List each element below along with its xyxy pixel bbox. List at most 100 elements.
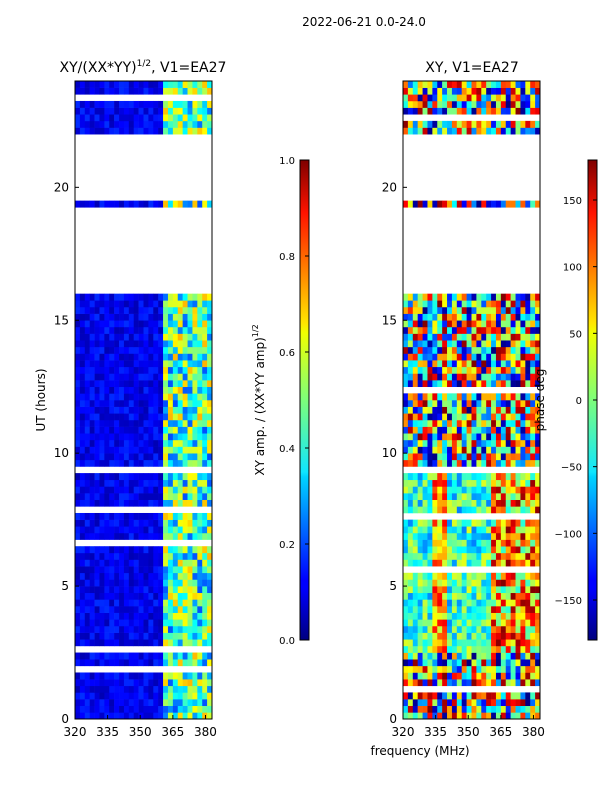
- heatmap-cell: [520, 672, 526, 680]
- heatmap-cell: [422, 672, 428, 680]
- heatmap-cell: [99, 419, 105, 427]
- heatmap-cell: [167, 366, 174, 374]
- heatmap-cell: [437, 340, 443, 348]
- heatmap-cell: [432, 200, 438, 208]
- heatmap-cell: [495, 579, 502, 587]
- heatmap-cell: [143, 306, 149, 314]
- heatmap-cell: [109, 293, 115, 301]
- heatmap-cell: [138, 87, 144, 95]
- heatmap-cell: [187, 306, 193, 314]
- heatmap-cell: [515, 519, 521, 527]
- heatmap-cell: [167, 313, 174, 321]
- heatmap-cell: [515, 433, 521, 441]
- heatmap-cell: [192, 81, 198, 88]
- heatmap-cell: [158, 699, 164, 707]
- heatmap-cell: [158, 114, 164, 122]
- heatmap-cell: [158, 413, 164, 421]
- heatmap-cell: [456, 612, 463, 620]
- heatmap-cell: [515, 479, 521, 487]
- heatmap-cell: [466, 380, 472, 388]
- heatmap-cell: [476, 94, 482, 102]
- heatmap-cell: [138, 705, 144, 713]
- heatmap-cell: [422, 526, 428, 534]
- heatmap-cell: [163, 366, 169, 374]
- heatmap-cell: [158, 625, 164, 633]
- heatmap-cell: [525, 459, 531, 467]
- heatmap-cell: [403, 559, 409, 567]
- heatmap-cell: [79, 120, 86, 128]
- heatmap-cell: [447, 546, 453, 554]
- heatmap-cell: [109, 393, 115, 401]
- heatmap-cell: [133, 692, 139, 700]
- heatmap-cell: [530, 120, 536, 128]
- heatmap-cell: [476, 107, 482, 115]
- heatmap-cell: [99, 313, 105, 321]
- heatmap-cell: [99, 699, 105, 707]
- heatmap-cell: [114, 306, 120, 314]
- heatmap-cell: [177, 313, 183, 321]
- heatmap-cell: [432, 665, 438, 673]
- heatmap-cell: [119, 320, 125, 328]
- heatmap-cell: [437, 300, 443, 308]
- heatmap-cell: [158, 300, 164, 308]
- heatmap-cell: [520, 426, 526, 434]
- heatmap-cell: [466, 539, 472, 547]
- heatmap-cell: [114, 200, 120, 208]
- heatmap-cell: [94, 552, 100, 560]
- heatmap-cell: [476, 400, 482, 407]
- heatmap-cell: [476, 439, 482, 447]
- heatmap-cell: [481, 625, 487, 633]
- heatmap-cell: [123, 87, 130, 95]
- heatmap-cell: [500, 94, 507, 102]
- heatmap-cell: [476, 127, 482, 135]
- heatmap-cell: [128, 599, 135, 607]
- heatmap-cell: [535, 705, 541, 713]
- heatmap-cell: [197, 486, 203, 494]
- heatmap-cell: [481, 493, 487, 500]
- heatmap-cell: [486, 313, 492, 321]
- heatmap-cell: [94, 373, 100, 381]
- heatmap-cell: [530, 333, 536, 341]
- heatmap-cell: [89, 612, 95, 620]
- heatmap-cell: [403, 340, 409, 348]
- heatmap-cell: [456, 639, 463, 647]
- heatmap-cell: [447, 506, 453, 514]
- heatmap-cell: [530, 81, 536, 88]
- heatmap-cell: [187, 406, 193, 414]
- heatmap-cell: [104, 120, 110, 128]
- heatmap-cell: [148, 81, 154, 88]
- heatmap-cell: [451, 619, 458, 627]
- heatmap-cell: [94, 419, 100, 427]
- heatmap-cell: [148, 439, 154, 447]
- heatmap-cell: [192, 699, 198, 707]
- heatmap-cell: [437, 625, 443, 633]
- heatmap-cell: [530, 433, 536, 441]
- heatmap-cell: [114, 546, 120, 554]
- heatmap-cell: [158, 519, 164, 527]
- heatmap-cell: [109, 373, 115, 381]
- heatmap-cell: [530, 592, 536, 600]
- heatmap-cell: [403, 346, 409, 354]
- heatmap-cell: [456, 81, 463, 88]
- heatmap-cell: [403, 599, 409, 607]
- heatmap-cell: [412, 127, 418, 135]
- heatmap-cell: [491, 552, 497, 560]
- heatmap-cell: [192, 453, 198, 461]
- heatmap-cell: [456, 699, 463, 707]
- heatmap-cell: [114, 300, 120, 308]
- heatmap-cell: [447, 572, 453, 580]
- heatmap-cell: [89, 373, 95, 381]
- heatmap-cell: [114, 639, 120, 647]
- heatmap-cell: [128, 546, 135, 554]
- heatmap-cell: [432, 672, 438, 680]
- heatmap-cell: [163, 400, 169, 407]
- heatmap-cell: [192, 652, 198, 660]
- heatmap-cell: [172, 107, 179, 115]
- heatmap-cell: [412, 665, 418, 673]
- heatmap-cell: [427, 306, 433, 314]
- heatmap-cell: [153, 493, 159, 500]
- heatmap-cell: [89, 473, 95, 481]
- heatmap-cell: [79, 705, 86, 713]
- heatmap-cell: [79, 459, 86, 467]
- heatmap-cell: [187, 499, 193, 507]
